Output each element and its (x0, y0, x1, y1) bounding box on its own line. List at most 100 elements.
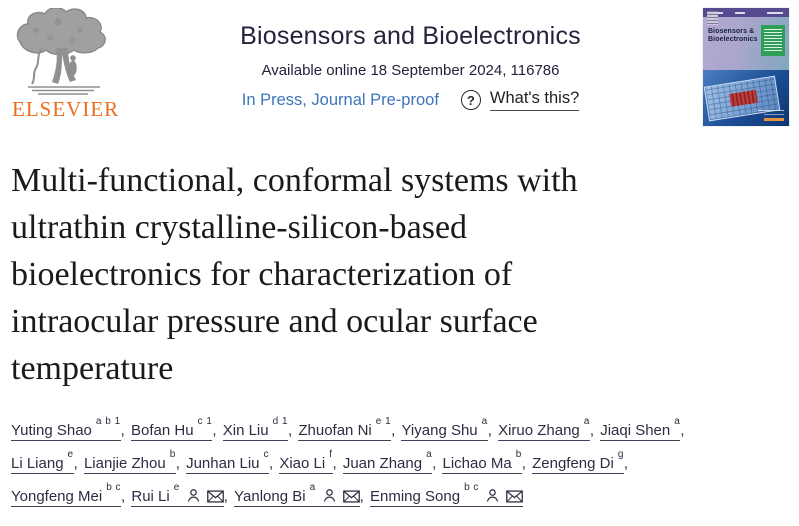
author-link[interactable]: Junhan Liuc (186, 449, 269, 474)
cover-top-text-dash (767, 12, 783, 14)
journal-cover-thumbnail[interactable]: Biosensors & Bioelectronics (703, 8, 789, 126)
author-link[interactable]: Yiyang Shua (401, 416, 488, 441)
author-line: Yuting Shaoa b 1, Bofan Huc 1, Xin Liud … (11, 416, 789, 454)
author-affiliation-sup: a (481, 416, 488, 427)
in-press-link[interactable]: In Press, Journal Pre-proof (241, 90, 439, 109)
article-title-line: ultrathin crystalline-silicon-based (11, 209, 468, 246)
article-title-line: Multi-functional, conformal systems with (11, 162, 578, 199)
author-affiliation-sup: d 1 (272, 416, 289, 427)
author-affiliation-sup: b c (464, 482, 479, 493)
author-separator: , (487, 422, 497, 439)
author-link[interactable]: Zengfeng Dig (532, 449, 624, 474)
journal-header: ELSEVIER Biosensors and Bioelectronics A… (10, 8, 789, 126)
author-link[interactable]: Rui Lie (131, 482, 224, 507)
cover-footer-text-dash (758, 109, 784, 111)
author-link[interactable]: Jiaqi Shena (600, 416, 681, 441)
author-name: Junhan Liu (186, 455, 260, 472)
author-affiliation-sup: b (515, 449, 522, 460)
question-mark-icon[interactable]: ? (460, 90, 481, 110)
author-name: Yiyang Shu (401, 422, 478, 439)
author-separator: , (680, 422, 685, 439)
whats-this-link[interactable]: What's this? (489, 89, 580, 111)
article-title-line: temperature (11, 350, 174, 387)
author-name: Lianjie Zhou (83, 455, 166, 472)
author-name: Yuting Shao (11, 422, 92, 439)
elsevier-logo[interactable]: ELSEVIER (10, 8, 118, 122)
article-title-line: intraocular pressure and ocular surface (11, 303, 538, 340)
author-name: Xiao Li (279, 455, 326, 472)
author-separator: , (121, 488, 130, 505)
author-link[interactable]: Li Liange (11, 449, 74, 474)
journal-info: Biosensors and Bioelectronics Available … (118, 8, 703, 111)
author-name: Yanlong Bi (234, 488, 306, 505)
author-affiliation-sup: a (583, 416, 590, 427)
author-link[interactable]: Lichao Mab (442, 449, 522, 474)
cover-bottom-image (703, 70, 789, 126)
author-name: Xiruo Zhang (498, 422, 580, 439)
email-icon[interactable] (206, 490, 224, 503)
author-name: Bofan Hu (131, 422, 194, 439)
author-name: Li Liang (11, 455, 64, 472)
cover-green-box (761, 25, 785, 56)
elsevier-wordmark: ELSEVIER (12, 97, 120, 121)
author-name: Xin Liu (222, 422, 269, 439)
author-link[interactable]: Zhuofan Nie 1 (298, 416, 392, 441)
author-list: Yuting Shaoa b 1, Bofan Huc 1, Xin Liud … (11, 416, 789, 520)
author-line: Li Liange, Lianjie Zhoub, Junhan Liuc, X… (11, 449, 789, 487)
article-title-line: bioelectronics for characterization of (11, 256, 513, 293)
author-link[interactable]: Lianjie Zhoub (83, 449, 176, 474)
author-affiliation-sup: c (263, 449, 269, 460)
author-link[interactable]: Juan Zhanga (342, 449, 433, 474)
author-affiliation-sup: e 1 (375, 416, 392, 427)
author-name: Enming Song (370, 488, 461, 505)
cover-journal-title: Biosensors & Bioelectronics (708, 28, 758, 43)
author-separator: , (432, 455, 441, 472)
author-link[interactable]: Xiruo Zhanga (498, 416, 590, 441)
author-separator: , (223, 488, 233, 505)
author-link[interactable]: Yanlong Bia (234, 482, 360, 507)
author-link[interactable]: Enming Songb c (370, 482, 523, 507)
author-profile-icon[interactable] (485, 488, 500, 503)
author-separator: , (288, 422, 297, 439)
author-link[interactable]: Xin Liud 1 (222, 416, 289, 441)
author-separator: , (332, 455, 341, 472)
author-separator: , (589, 422, 599, 439)
author-separator: , (521, 455, 531, 472)
author-affiliation-sup: a (674, 416, 681, 427)
author-profile-icon[interactable] (186, 488, 201, 503)
email-icon[interactable] (342, 490, 360, 503)
cover-emblem (707, 11, 718, 25)
author-affiliation-sup: e (173, 482, 180, 493)
cover-chip-red-area (729, 89, 758, 107)
author-name: Yongfeng Mei (11, 488, 103, 505)
cover-top-text-dash (735, 12, 745, 14)
author-separator: , (212, 422, 221, 439)
author-affiliation-sup: a (309, 482, 316, 493)
press-status-row: In Press, Journal Pre-proof ? What's thi… (118, 89, 703, 111)
author-separator: , (120, 422, 129, 439)
author-affiliation-sup: a b 1 (95, 416, 121, 427)
author-name: Juan Zhang (342, 455, 423, 472)
author-affiliation-sup: e (67, 449, 74, 460)
author-name: Lichao Ma (442, 455, 512, 472)
author-affiliation-sup: a (426, 449, 433, 460)
author-name: Rui Li (131, 488, 170, 505)
availability-text: Available online 18 September 2024, 1167… (261, 62, 560, 79)
email-icon[interactable] (506, 490, 523, 503)
author-separator: , (391, 422, 400, 439)
journal-title-link[interactable]: Biosensors and Bioelectronics (240, 22, 581, 50)
elsevier-tree-icon (16, 8, 106, 95)
author-line: Yongfeng Meib c, Rui Lie, Yanlong Bia, E… (11, 482, 789, 520)
author-affiliation-sup: f (329, 449, 333, 460)
author-separator: , (359, 488, 368, 505)
author-affiliation-sup: c 1 (197, 416, 213, 427)
author-link[interactable]: Yuting Shaoa b 1 (11, 416, 121, 441)
author-link[interactable]: Xiao Lif (279, 449, 333, 474)
author-link[interactable]: Yongfeng Meib c (11, 482, 122, 507)
author-profile-icon[interactable] (322, 488, 337, 503)
author-separator: , (623, 455, 629, 472)
author-link[interactable]: Bofan Huc 1 (131, 416, 213, 441)
author-name: Zengfeng Di (532, 455, 614, 472)
article-title: Multi-functional, conformal systems with… (11, 157, 789, 392)
